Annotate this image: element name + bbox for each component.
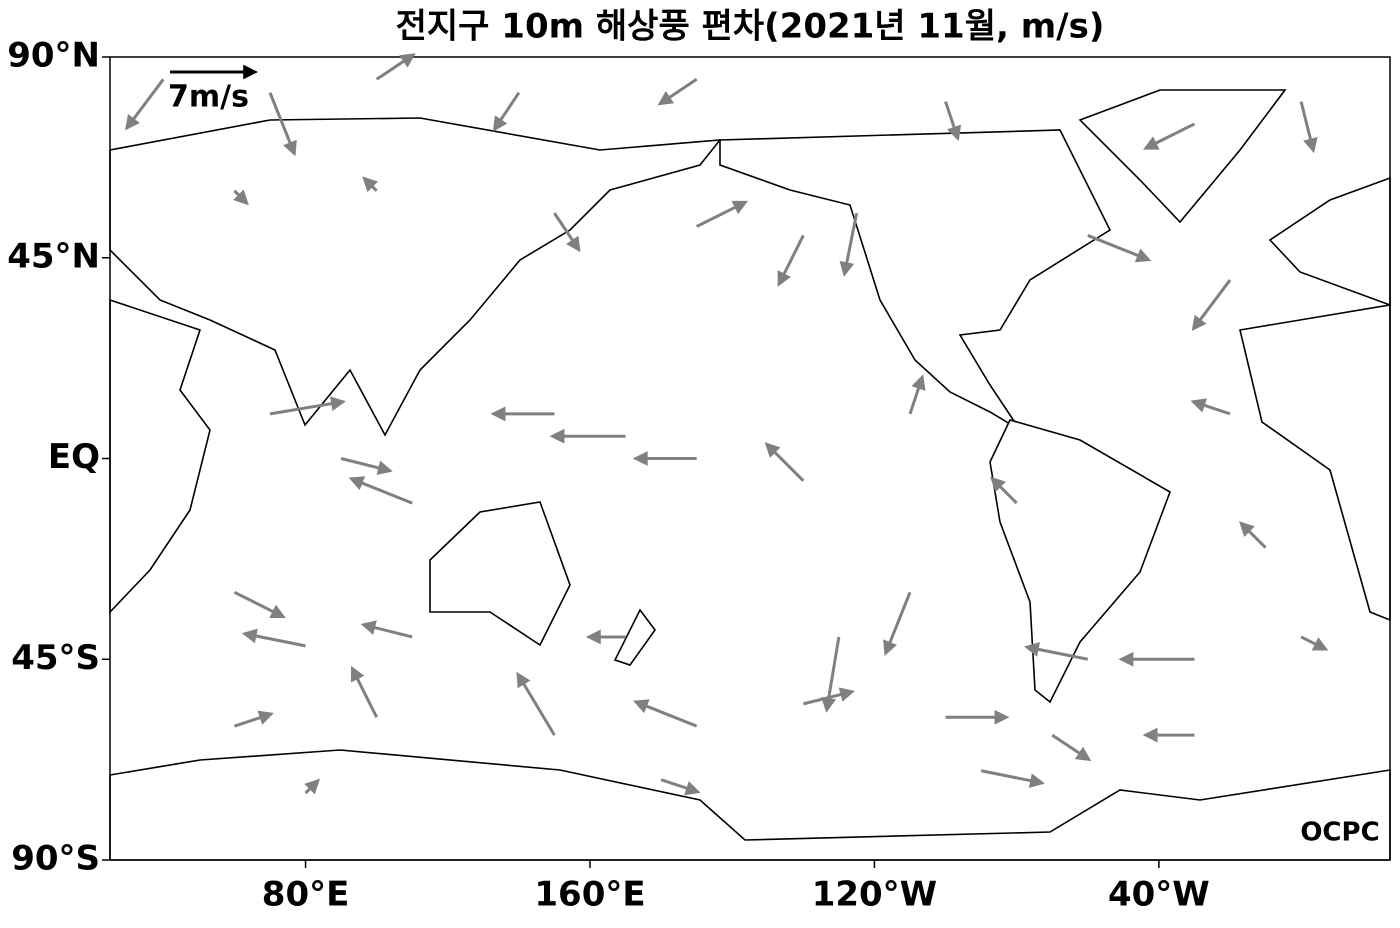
wind-vector: [657, 78, 698, 106]
greenland: [1078, 89, 1287, 224]
south-america: [989, 419, 1171, 704]
wind-vector: [633, 699, 698, 728]
australia: [429, 501, 571, 647]
map-title: 전지구 10m 해상풍 편차(2021년 11월, m/s): [396, 7, 1105, 47]
new-zealand: [613, 608, 656, 666]
wind-vector: [362, 176, 378, 193]
x-tick-label: 80°E: [262, 875, 350, 915]
wind-vector: [348, 476, 413, 505]
wind-vector: [375, 53, 416, 81]
wind-vector: [980, 769, 1045, 788]
wind-vector: [269, 396, 346, 416]
wind-vector: [695, 200, 749, 228]
wind-vector: [304, 778, 321, 795]
x-tick-label: 160°E: [534, 875, 645, 915]
wind-vector: [883, 591, 912, 656]
wind-vector: [1023, 642, 1089, 661]
wind-vector: [777, 234, 805, 287]
wind-vector: [241, 628, 306, 648]
wind-vector: [1051, 733, 1092, 762]
wind-vector: [490, 406, 555, 422]
africa-east: [1239, 304, 1391, 622]
wind-vector: [233, 590, 286, 619]
wind-vector: [233, 189, 249, 206]
y-tick-label: 45°S: [11, 638, 100, 678]
wind-vector: [1190, 398, 1231, 416]
y-tick-label: 90°N: [7, 36, 100, 76]
wind-vector: [908, 374, 926, 415]
wind-vector: [350, 665, 379, 718]
wind-vector: [1087, 234, 1152, 263]
reference-arrow: [170, 64, 259, 80]
x-tick-label: 120°W: [812, 875, 937, 915]
wind-vector: [1300, 635, 1329, 651]
reference-label: 7m/s: [168, 80, 249, 115]
wind-vector: [839, 212, 859, 277]
wind-vector: [1143, 122, 1196, 150]
wind-vector: [802, 687, 855, 706]
x-tick-label: 40°W: [1108, 875, 1210, 915]
eurasia: [109, 117, 722, 437]
wind-vector: [1142, 727, 1195, 743]
wind-vector: [1238, 521, 1267, 549]
coastlines: [109, 89, 1391, 861]
wind-vector: [764, 442, 805, 482]
wind-vector: [990, 476, 1018, 505]
wind-vector: [125, 78, 165, 131]
wind-vector: [945, 709, 1010, 725]
wind-vector: [516, 671, 556, 736]
wind-vector: [660, 778, 701, 796]
wind-vector: [549, 428, 626, 444]
y-tick-label: EQ: [48, 437, 100, 477]
wind-vector: [233, 710, 274, 728]
wind-vector: [268, 92, 297, 157]
wind-vector: [553, 212, 581, 253]
wind-vector: [585, 629, 626, 645]
wind-vector: [340, 457, 393, 476]
wind-vector: [632, 451, 697, 466]
wind-vector: [1118, 651, 1195, 667]
north-america: [719, 129, 1112, 431]
wind-vector: [944, 101, 962, 142]
africa-west: [109, 298, 211, 614]
wind-vector: [1299, 101, 1318, 154]
y-tick-label: 45°N: [7, 236, 100, 276]
wind-vector: [821, 636, 841, 713]
antarctica: [109, 749, 1391, 861]
credit: OCPC: [1300, 818, 1379, 848]
wind-vector: [1191, 279, 1232, 332]
wind-vector: [360, 620, 413, 639]
y-tick-label: 90°S: [11, 839, 100, 879]
wind-vector: [492, 91, 521, 132]
europe: [1268, 176, 1391, 307]
